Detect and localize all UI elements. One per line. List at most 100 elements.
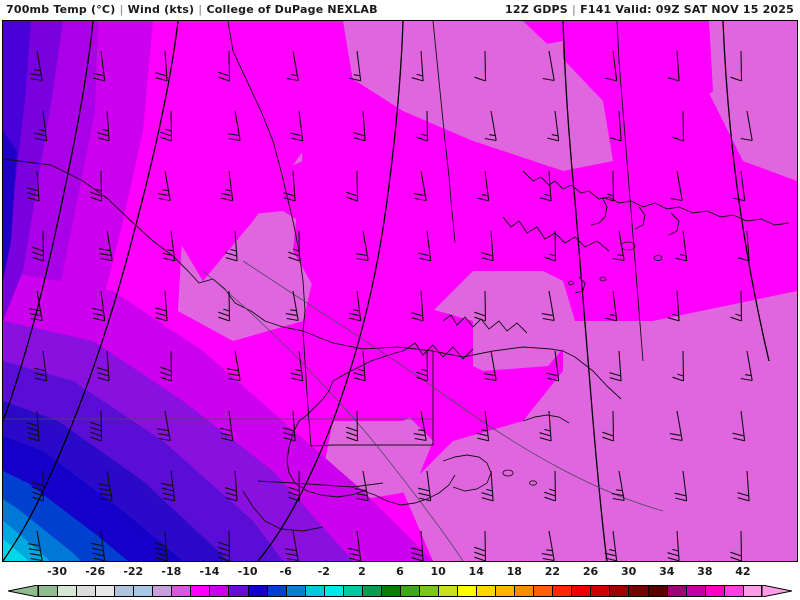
wind-barb: [288, 230, 301, 262]
wind-barb: [161, 470, 176, 502]
colorbar-swatch[interactable]: [514, 585, 534, 597]
wind-barb: [667, 530, 680, 561]
colorbar-swatch[interactable]: [133, 585, 153, 597]
colorbar-swatch[interactable]: [723, 585, 743, 597]
colorbar-swatch[interactable]: [114, 585, 134, 597]
wind-barb: [484, 110, 497, 142]
colorbar-tick-label: -30: [47, 565, 67, 578]
colorbar-swatch[interactable]: [152, 585, 172, 597]
wind-barb: [282, 410, 296, 442]
wind-barb: [290, 110, 304, 142]
wind-barb: [740, 350, 753, 382]
colorbar[interactable]: -30 -26 -22 -18 -14 -10 -6 -2 2 6 10 14 18 22 26 30 34 38…: [0, 563, 800, 600]
wind-barb: [667, 50, 680, 82]
wind-barb: [26, 410, 40, 442]
fill-band-orchid-northeast: [703, 21, 797, 181]
colorbar-swatch[interactable]: [285, 585, 305, 597]
wind-barb: [476, 410, 490, 442]
colorbar-swatch[interactable]: [418, 585, 438, 597]
wind-barb: [481, 230, 494, 262]
temperature-contour-map[interactable]: [3, 21, 797, 561]
colorbar-tick-labels: -30 -26 -22 -18 -14 -10 -6 -2 2 6 10 14 18 22 26 30 34 38…: [0, 563, 800, 583]
wind-barb: [674, 470, 688, 502]
colorbar-swatch[interactable]: [323, 585, 343, 597]
colorbar-swatch[interactable]: [399, 585, 419, 597]
colorbar-swatches[interactable]: [38, 585, 762, 597]
colorbar-swatch[interactable]: [247, 585, 267, 597]
colorbar-swatch[interactable]: [380, 585, 400, 597]
wind-barb: [605, 50, 618, 82]
fill-band-magenta-core: [293, 131, 603, 321]
colorbar-swatch[interactable]: [57, 585, 77, 597]
wind-barb: [730, 50, 743, 82]
wind-barb: [29, 50, 43, 82]
colorbar-swatch[interactable]: [190, 585, 210, 597]
colorbar-swatch[interactable]: [38, 585, 58, 597]
colorbar-tick-label: 26: [582, 565, 599, 578]
colorbar-tick-label: -10: [237, 565, 258, 578]
wind-barb: [26, 170, 40, 202]
colorbar-swatch[interactable]: [628, 585, 648, 597]
header-source-label: College of DuPage NEXLAB: [206, 3, 378, 16]
colorbar-swatch[interactable]: [361, 585, 381, 597]
colorbar-swatch[interactable]: [495, 585, 515, 597]
wind-barb: [162, 230, 176, 262]
colorbar-swatch[interactable]: [76, 585, 96, 597]
wind-barb: [226, 350, 241, 382]
wind-barb: [218, 530, 231, 561]
colorbar-swatch[interactable]: [171, 585, 191, 597]
colorbar-swatch[interactable]: [437, 585, 458, 597]
wind-barb: [611, 470, 625, 502]
wind-barb: [348, 290, 362, 322]
fill-band-magenta-center: [303, 301, 473, 421]
colorbar-swatch[interactable]: [95, 585, 115, 597]
wind-barb: [474, 290, 487, 322]
colorbar-swatch[interactable]: [209, 585, 229, 597]
colorbar-swatch[interactable]: [228, 585, 248, 597]
colorbar-tick-label: -14: [199, 565, 220, 578]
colorbar-swatch[interactable]: [647, 585, 667, 597]
wind-barb: [481, 470, 494, 502]
wind-barb: [219, 410, 234, 442]
colorbar-swatch[interactable]: [552, 585, 572, 597]
wind-barb: [675, 230, 688, 262]
colorbar-tick-label: -18: [161, 565, 182, 578]
wind-barb: [602, 410, 615, 442]
map-panel[interactable]: [2, 20, 798, 562]
colorbar-swatch[interactable]: [533, 585, 553, 597]
fill-band-cyan-light: [3, 539, 29, 561]
fill-band-blue-nw: [3, 131, 17, 281]
wind-barb: [669, 410, 683, 442]
wind-barb: [413, 170, 427, 202]
colorbar-swatch[interactable]: [304, 585, 324, 597]
wind-barb: [220, 170, 234, 202]
wind-barb: [285, 290, 299, 322]
wind-barb: [410, 530, 424, 561]
colorbar-swatch[interactable]: [590, 585, 610, 597]
colorbar-swatch[interactable]: [609, 585, 629, 597]
colorbar-swatch[interactable]: [457, 585, 477, 597]
colorbar-tick-label: 42: [735, 565, 751, 578]
wind-barb: [733, 170, 746, 202]
wind-barb: [672, 350, 685, 382]
colorbar-swatch[interactable]: [685, 585, 705, 597]
wind-barb: [347, 530, 362, 561]
header-separator: |: [119, 3, 124, 16]
colorbar-swatch[interactable]: [266, 585, 286, 597]
wind-barb: [355, 230, 369, 262]
colorbar-swatch[interactable]: [742, 585, 762, 597]
wind-barb: [33, 350, 48, 382]
colorbar-swatch[interactable]: [704, 585, 724, 597]
wind-barb: [413, 410, 427, 442]
wind-barb: [541, 530, 555, 561]
wind-barb: [667, 290, 680, 322]
colorbar-tick-label: 6: [396, 565, 404, 578]
colorbar-swatch[interactable]: [476, 585, 496, 597]
colorbar-swatch[interactable]: [571, 585, 591, 597]
wind-barb: [541, 290, 555, 322]
wind-barb: [672, 110, 685, 142]
fill-band-magenta-east: [603, 161, 797, 311]
colorbar-swatch[interactable]: [342, 585, 362, 597]
colorbar-tick-label: 34: [659, 565, 675, 578]
colorbar-swatch[interactable]: [666, 585, 686, 597]
